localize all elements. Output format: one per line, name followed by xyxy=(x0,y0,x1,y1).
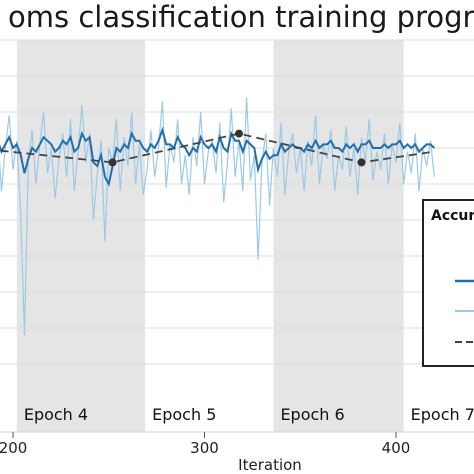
validation-point xyxy=(357,158,366,167)
epoch-band xyxy=(273,40,404,432)
validation-point xyxy=(234,129,243,138)
epoch-label: Epoch 4 xyxy=(24,405,88,424)
x-ticks: 200 300 400 xyxy=(0,432,410,457)
epoch-band xyxy=(16,40,146,432)
x-axis-label: Iteration xyxy=(238,456,302,474)
series-raw-accuracy xyxy=(0,97,435,336)
x-tick-label: 400 xyxy=(382,439,411,457)
x-tick-label: 200 xyxy=(0,439,27,457)
epoch-label: Epoch 6 xyxy=(280,405,344,424)
legend: Accur xyxy=(422,199,474,367)
validation-point xyxy=(108,158,117,167)
legend-title: Accur xyxy=(431,208,474,224)
chart-title: oms classification training progres xyxy=(8,0,474,34)
x-tick-label: 300 xyxy=(190,439,219,457)
epoch-labels: Epoch 4 Epoch 5 Epoch 6 Epoch 7 xyxy=(24,405,474,424)
series-validation-accuracy xyxy=(0,132,435,164)
legend-box xyxy=(422,199,474,367)
series-smoothed-accuracy xyxy=(0,126,435,187)
gridlines xyxy=(0,39,474,365)
epoch-bands xyxy=(16,40,404,432)
epoch-label: Epoch 7 xyxy=(411,405,474,424)
plot-lines xyxy=(0,97,435,336)
epoch-label: Epoch 5 xyxy=(152,405,216,424)
